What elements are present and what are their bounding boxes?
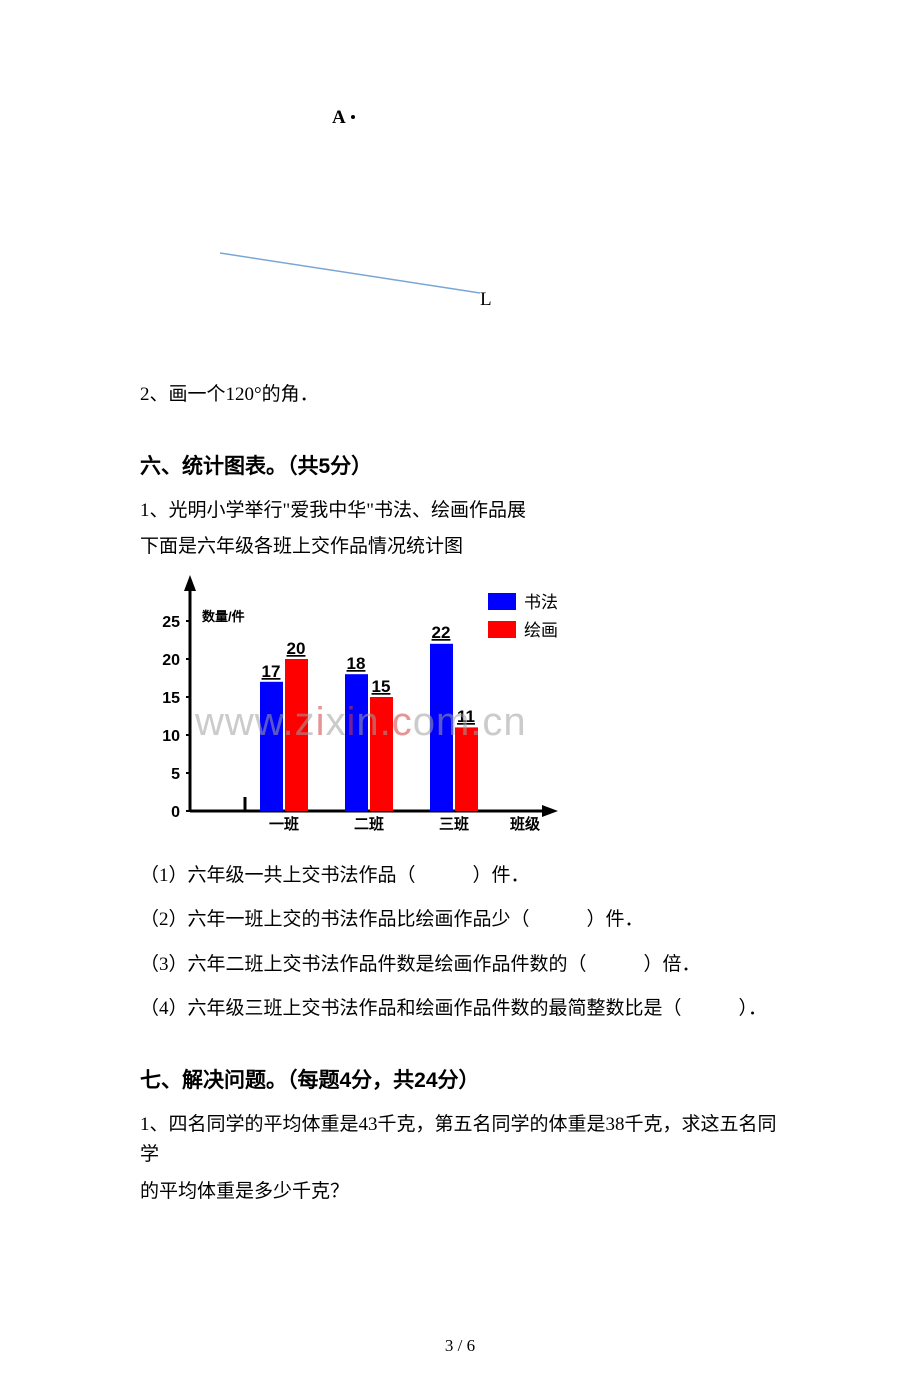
bar-class3-painting (455, 727, 478, 811)
sub-questions: （1）六年级一共上交书法作品（ ）件． （2）六年一班上交的书法作品比绘画作品少… (140, 861, 780, 1025)
legend-swatch-painting (488, 621, 516, 638)
line-L (220, 253, 480, 293)
val-c2-s1: 18 (347, 654, 366, 673)
sub-q1: （1）六年级一共上交书法作品（ ）件． (140, 861, 780, 891)
cat-1: 一班 (269, 815, 299, 833)
legend: 书法 绘画 (488, 593, 558, 640)
page-number: 3 / 6 (0, 1332, 920, 1359)
legend-label-painting: 绘画 (524, 621, 558, 640)
ytick-10: 10 (162, 728, 180, 745)
x-axis-label: 班级 (510, 815, 541, 833)
bar-class1-calligraphy (260, 682, 283, 811)
diagram-svg (220, 95, 520, 325)
ytick-5: 5 (171, 766, 180, 783)
bar-class2-painting (370, 697, 393, 811)
bar-chart: 0 5 10 15 20 25 数量/件 17 20 一班 18 15 (140, 571, 580, 841)
val-c1-s1: 17 (262, 662, 281, 681)
section-6-intro-1: 1、光明小学举行"爱我中华"书法、绘画作品展 (140, 496, 780, 526)
bar-group-2: 18 15 二班 (345, 654, 393, 833)
point-line-diagram: A L (220, 95, 520, 325)
legend-swatch-calligraphy (488, 593, 516, 610)
bar-class3-calligraphy (430, 644, 453, 811)
point-A-dot (351, 115, 355, 119)
bar-chart-svg: 0 5 10 15 20 25 数量/件 17 20 一班 18 15 (140, 571, 580, 841)
val-c1-s2: 20 (287, 639, 306, 658)
cat-3: 三班 (439, 815, 469, 833)
sub-q2: （2）六年一班上交的书法作品比绘画作品少（ ）件． (140, 905, 780, 935)
label-L: L (480, 285, 492, 315)
val-c2-s2: 15 (372, 677, 391, 696)
ytick-15: 15 (162, 690, 180, 707)
sub-q3: （3）六年二班上交书法作品件数是绘画作品件数的（ ）倍． (140, 950, 780, 980)
section-7-q1-l1: 1、四名同学的平均体重是43千克，第五名同学的体重是38千克，求这五名同学 (140, 1110, 780, 1171)
sub-q4: （4）六年级三班上交书法作品和绘画作品件数的最简整数比是（ ）． (140, 994, 780, 1024)
legend-label-calligraphy: 书法 (524, 593, 558, 612)
section-6-intro-2: 下面是六年级各班上交作品情况统计图 (140, 532, 780, 562)
ytick-25: 25 (162, 614, 180, 631)
val-c3-s2: 11 (457, 707, 475, 726)
val-c3-s1: 22 (432, 623, 451, 642)
y-axis-label: 数量/件 (202, 609, 245, 624)
label-A: A (332, 103, 346, 133)
ytick-20: 20 (162, 652, 180, 669)
question-2: 2、画一个120°的角． (140, 380, 780, 410)
bar-group-1: 17 20 一班 (260, 639, 308, 833)
section-7-q1-l2: 的平均体重是多少千克？ (140, 1177, 780, 1207)
bar-class1-painting (285, 659, 308, 811)
section-6-heading: 六、统计图表。（共5分） (140, 450, 780, 484)
section-7-heading: 七、解决问题。（每题4分，共24分） (140, 1064, 780, 1098)
bar-class2-calligraphy (345, 674, 368, 811)
cat-2: 二班 (354, 815, 384, 833)
bar-group-3: 22 11 三班 (430, 623, 478, 833)
ytick-0: 0 (171, 804, 180, 821)
